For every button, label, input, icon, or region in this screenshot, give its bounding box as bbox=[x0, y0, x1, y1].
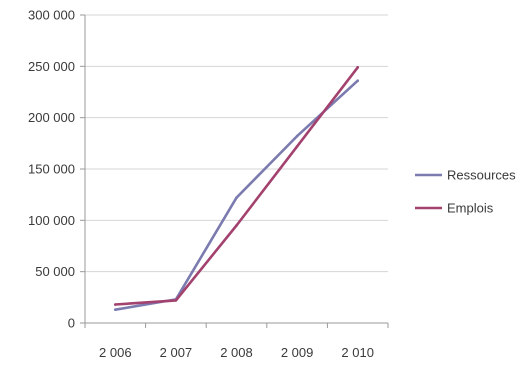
data-point-emplois bbox=[295, 145, 299, 148]
series-lines bbox=[114, 66, 360, 312]
data-point-ressources bbox=[235, 196, 238, 200]
legend-label: Emplois bbox=[447, 201, 494, 216]
y-tick-label: 100 000 bbox=[28, 213, 75, 228]
legend-item-ressources: Ressources bbox=[415, 168, 516, 183]
x-tick-label: 2 009 bbox=[281, 345, 314, 360]
x-tick-label: 2 006 bbox=[99, 345, 132, 360]
series-line-emplois bbox=[114, 66, 360, 306]
data-point-ressources bbox=[356, 79, 360, 83]
legend-item-emplois: Emplois bbox=[415, 201, 494, 216]
data-point-emplois bbox=[114, 303, 117, 306]
data-point-emplois bbox=[235, 224, 238, 227]
gridlines bbox=[85, 14, 388, 273]
x-tick-label: 2 010 bbox=[341, 345, 374, 360]
y-tick-label: 250 000 bbox=[28, 59, 75, 74]
x-tick-label: 2 008 bbox=[220, 345, 253, 360]
legend: Ressources Emplois bbox=[415, 168, 516, 216]
data-point-ressources bbox=[114, 308, 117, 311]
data-point-emplois bbox=[356, 66, 360, 69]
y-tick-labels: 0 50 000 100 000 150 000 200 000 250 000 300 0… bbox=[28, 8, 75, 331]
y-tick-label: 300 000 bbox=[28, 8, 75, 23]
data-point-ressources bbox=[295, 134, 299, 138]
y-tick-label: 0 bbox=[68, 316, 75, 331]
data-point-emplois bbox=[174, 299, 178, 302]
x-tick-labels: 2 006 2 007 2 008 2 009 2 010 bbox=[99, 345, 374, 360]
y-tick-label: 200 000 bbox=[28, 110, 75, 125]
legend-label: Ressources bbox=[447, 168, 516, 183]
y-tick-label: 50 000 bbox=[35, 264, 75, 279]
axes bbox=[80, 14, 389, 328]
y-tick-label: 150 000 bbox=[28, 162, 75, 177]
x-tick-label: 2 007 bbox=[160, 345, 193, 360]
